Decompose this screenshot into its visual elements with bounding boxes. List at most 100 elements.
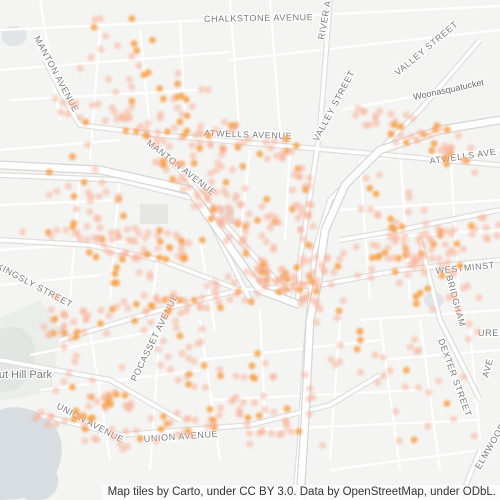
incident-point [425,388,433,397]
incident-point [100,241,108,249]
incident-point [111,108,119,116]
incident-point [212,126,220,134]
incident-point [212,292,220,301]
incident-point [174,69,182,78]
incident-point [86,415,94,423]
incident-point [464,335,473,343]
incident-point [334,262,342,270]
incident-point [164,229,172,237]
incident-point [241,184,249,193]
incident-point [449,292,457,300]
incident-point [64,182,73,190]
incident-point [154,128,162,136]
incident-point [253,289,262,298]
incident-point [245,210,253,218]
incident-point [392,407,400,416]
incident-point [297,226,305,234]
incident-point [144,229,152,237]
incident-point [217,372,225,380]
incident-point [474,328,482,336]
incident-point [418,263,426,271]
incident-point [277,265,285,274]
incident-point [357,205,365,213]
incident-point [37,408,45,416]
incident-point [165,142,173,151]
incident-point [217,163,225,171]
incident-point [333,314,341,322]
incident-point [120,298,128,306]
incident-point [281,271,289,279]
incident-point [233,191,241,199]
incident-point [312,253,320,261]
incident-point [392,138,400,146]
incident-point [83,236,91,244]
incident-point [44,421,52,429]
incident-point [262,268,271,276]
incident-point [206,169,215,177]
incident-point [298,259,306,268]
incident-point [93,398,101,406]
incident-point [248,362,256,370]
incident-point [178,350,186,358]
incident-point [241,296,249,304]
map-attribution[interactable]: Map tiles by Carto, under CC BY 3.0. Dat… [101,485,500,500]
incident-point [275,431,283,439]
incident-point [369,254,376,261]
incident-point [156,238,164,246]
incident-point [101,117,109,125]
incident-point [294,214,302,222]
incident-point [415,384,423,392]
incident-point [395,279,403,287]
incident-point [411,335,419,344]
incident-point [70,193,78,200]
incident-point [192,190,201,198]
incident-point [94,100,102,108]
incident-point [309,393,317,401]
incident-point [211,287,219,295]
incident-point [229,395,238,404]
incident-point [305,200,313,208]
incident-point [367,274,375,282]
incident-point [146,270,154,278]
incident-point [46,330,54,338]
incident-point [174,376,182,384]
incident-point [156,227,164,234]
incident-point [249,271,257,279]
incident-point [410,436,418,444]
incident-point [410,257,418,265]
incident-point [174,178,183,186]
incident-point [274,277,282,285]
incident-point [51,315,59,323]
incident-point [113,279,120,287]
incident-point [239,163,247,170]
incident-point [228,127,236,135]
park-block-1 [140,204,168,224]
incident-point [304,213,312,221]
incident-point [386,232,394,241]
incident-point [178,110,186,118]
incident-point [238,239,247,247]
incident-point [237,200,246,209]
incident-point [412,300,420,308]
incident-point [304,241,312,249]
incident-point [290,202,298,210]
incident-point [305,271,313,279]
incident-point [124,236,133,244]
incident-point [60,321,69,330]
incident-point [131,224,139,232]
incident-point [366,184,374,192]
incident-point [124,108,132,116]
incident-point [97,306,105,314]
incident-point [92,253,100,261]
incident-point [391,121,399,129]
incident-point [137,122,145,131]
incident-point [450,226,458,234]
incident-point [340,249,348,257]
incident-point [465,320,473,328]
incident-point [388,223,396,231]
incident-point [154,232,162,240]
incident-point [198,236,206,244]
incident-point [417,232,425,240]
incident-point [451,249,459,257]
